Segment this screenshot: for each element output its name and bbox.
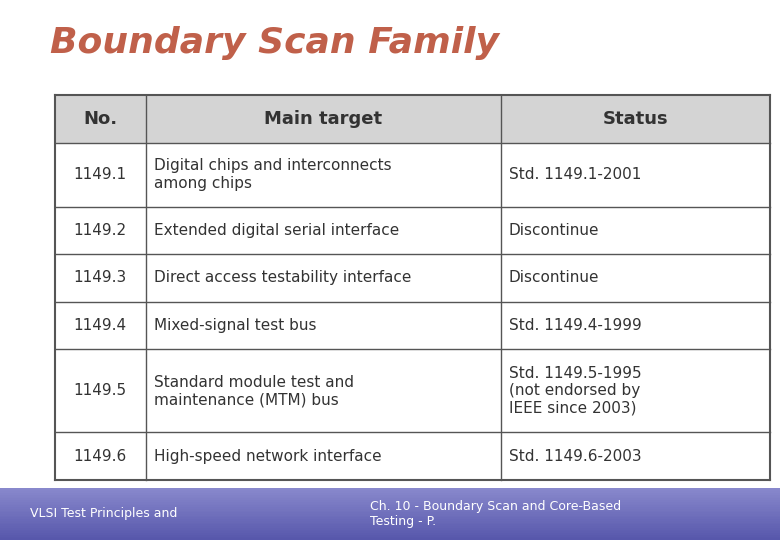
Bar [0, 517, 780, 519]
Text: Mixed-signal test bus: Mixed-signal test bus [154, 318, 316, 333]
Bar [55, 254, 770, 302]
Text: 1149.1: 1149.1 [74, 167, 127, 182]
Bar [0, 526, 780, 528]
Text: 1149.6: 1149.6 [74, 449, 127, 464]
Bar [0, 497, 780, 498]
Bar [0, 488, 780, 490]
Text: Standard module test and
maintenance (MTM) bus: Standard module test and maintenance (MT… [154, 375, 353, 407]
Text: Std. 1149.6-2003: Std. 1149.6-2003 [509, 449, 641, 464]
Text: Main target: Main target [264, 110, 382, 128]
Bar [0, 521, 780, 523]
Bar [55, 302, 770, 349]
Bar [0, 498, 780, 500]
Text: Std. 1149.1-2001: Std. 1149.1-2001 [509, 167, 641, 182]
Text: 1149.5: 1149.5 [74, 383, 127, 399]
Bar [0, 514, 780, 516]
Bar [0, 523, 780, 524]
Bar [55, 207, 770, 254]
Text: Discontinue: Discontinue [509, 223, 599, 238]
Text: No.: No. [83, 110, 118, 128]
Bar [0, 519, 780, 521]
Bar [55, 95, 770, 143]
Bar [0, 491, 780, 493]
Text: Status: Status [603, 110, 668, 128]
Text: Digital chips and interconnects
among chips: Digital chips and interconnects among ch… [154, 158, 392, 191]
Bar [0, 504, 780, 505]
Text: Ch. 10 - Boundary Scan and Core-Based
Testing - P.: Ch. 10 - Boundary Scan and Core-Based Te… [370, 500, 621, 528]
Bar [0, 493, 780, 495]
Bar [0, 538, 780, 540]
Text: Discontinue: Discontinue [509, 271, 599, 286]
Bar [0, 490, 780, 491]
Text: VLSI Test Principles and: VLSI Test Principles and [30, 508, 177, 521]
Bar [0, 524, 780, 526]
Text: Std. 1149.5-1995
(not endorsed by
IEEE since 2003): Std. 1149.5-1995 (not endorsed by IEEE s… [509, 366, 641, 416]
Bar [0, 530, 780, 531]
Bar [0, 509, 780, 510]
Text: 1149.2: 1149.2 [74, 223, 127, 238]
Bar [0, 531, 780, 533]
Bar [0, 528, 780, 530]
Text: Boundary Scan Family: Boundary Scan Family [50, 26, 499, 60]
Bar [0, 510, 780, 512]
Bar [0, 535, 780, 537]
Bar [55, 143, 770, 207]
Bar [55, 433, 770, 480]
Bar [0, 533, 780, 535]
Text: 1149.3: 1149.3 [74, 271, 127, 286]
Bar [0, 502, 780, 504]
Text: High-speed network interface: High-speed network interface [154, 449, 381, 464]
Bar [0, 516, 780, 517]
Text: Extended digital serial interface: Extended digital serial interface [154, 223, 399, 238]
Bar [55, 349, 770, 433]
Bar [0, 507, 780, 509]
Text: Std. 1149.4-1999: Std. 1149.4-1999 [509, 318, 642, 333]
Bar [0, 505, 780, 507]
Bar [0, 495, 780, 497]
Text: 1149.4: 1149.4 [74, 318, 127, 333]
Bar [0, 537, 780, 538]
Text: Direct access testability interface: Direct access testability interface [154, 271, 411, 286]
Bar [0, 500, 780, 502]
Bar [0, 512, 780, 514]
